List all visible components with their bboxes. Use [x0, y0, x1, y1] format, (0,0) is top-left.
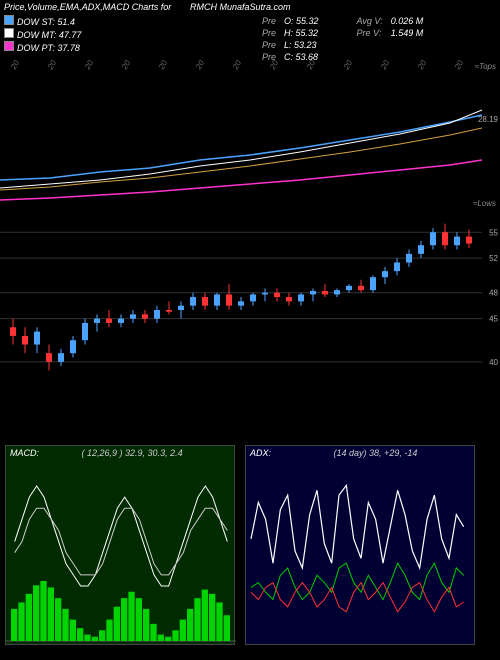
title-left: Price,Volume,EMA,ADX,MACD Charts for	[4, 2, 171, 12]
tops-label: ≈Tops	[475, 62, 496, 71]
svg-text:20: 20	[45, 60, 58, 72]
svg-text:20: 20	[304, 60, 317, 72]
svg-text:45: 45	[489, 315, 498, 324]
title-center: RMCH MunafaSutra.com	[190, 2, 291, 12]
adx-panel: ADX: (14 day) 38, +29, -14	[245, 445, 475, 645]
svg-text:20: 20	[415, 60, 428, 72]
svg-text:20: 20	[193, 60, 206, 72]
macd-title: MACD: ( 12,26,9 ) 32.9, 30.3, 2.4	[10, 448, 183, 458]
svg-text:52: 52	[489, 254, 498, 263]
svg-text:20: 20	[82, 60, 95, 72]
svg-text:20: 20	[8, 60, 21, 72]
svg-text:20: 20	[119, 60, 132, 72]
svg-text:40: 40	[489, 358, 498, 367]
svg-text:20: 20	[378, 60, 391, 72]
chart-header: Price,Volume,EMA,ADX,MACD Charts for RMC…	[0, 0, 500, 60]
moving-average-panel: ≈Tops 20 20 20 20 20 20 20 20 20 20 20 20 20 28.19 ≈…	[0, 60, 500, 210]
svg-text:20: 20	[156, 60, 169, 72]
svg-text:20: 20	[341, 60, 354, 72]
macd-panel: MACD: ( 12,26,9 ) 32.9, 30.3, 2.4	[5, 445, 235, 645]
svg-text:20: 20	[230, 60, 243, 72]
candlestick-panel: 40 45 48 52 55	[0, 210, 500, 410]
svg-text:20: 20	[267, 60, 280, 72]
svg-text:48: 48	[489, 289, 498, 298]
svg-text:20: 20	[452, 60, 465, 72]
svg-text:55: 55	[489, 228, 498, 237]
ma-legend: DOW ST: 51.4DOW MT: 47.77DOW PT: 37.78	[4, 14, 81, 54]
lows-label: ≈Lows	[473, 199, 496, 208]
ma-right-label: 28.19	[478, 115, 498, 124]
adx-title: ADX: (14 day) 38, +29, -14	[250, 448, 417, 458]
ohlc-info: PreO: 55.32Avg V:0.026 MPreH: 55.32Pre V…	[260, 14, 431, 64]
